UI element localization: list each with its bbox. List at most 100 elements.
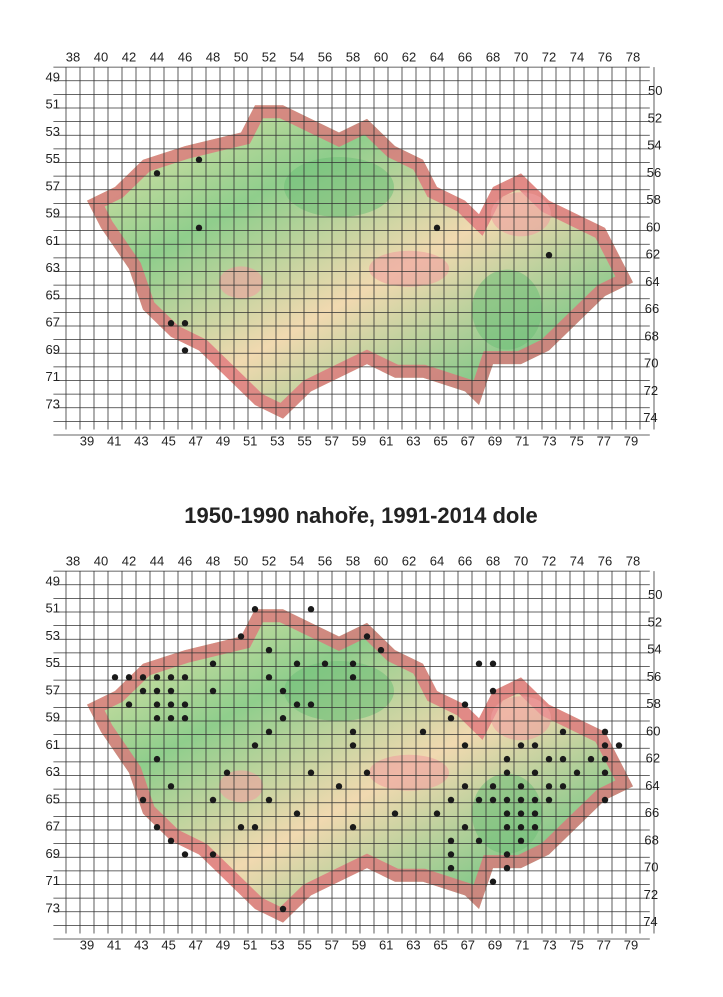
record bbox=[181, 320, 189, 327]
top-label: 50 bbox=[234, 553, 248, 568]
highland bbox=[369, 754, 449, 791]
record bbox=[293, 660, 301, 667]
record bbox=[587, 755, 595, 763]
record bbox=[153, 701, 161, 708]
right-label: 50 bbox=[648, 83, 662, 98]
top-label: 54 bbox=[290, 49, 304, 64]
record bbox=[251, 824, 259, 831]
record bbox=[433, 224, 441, 232]
top-label: 72 bbox=[542, 49, 556, 64]
left-label: 59 bbox=[46, 710, 60, 725]
right-label: 60 bbox=[646, 723, 660, 738]
record bbox=[139, 687, 147, 695]
record bbox=[461, 742, 469, 749]
top-label: 48 bbox=[206, 553, 220, 568]
right-label: 60 bbox=[646, 219, 660, 234]
bottom-label: 75 bbox=[569, 937, 583, 952]
left-label: 65 bbox=[46, 791, 60, 806]
record bbox=[321, 660, 329, 667]
record bbox=[209, 796, 217, 804]
record bbox=[349, 728, 357, 736]
top-label: 42 bbox=[122, 553, 136, 568]
bottom-label: 71 bbox=[515, 937, 529, 952]
bottom-label: 67 bbox=[461, 937, 475, 952]
top-label: 56 bbox=[318, 49, 332, 64]
record bbox=[167, 783, 175, 790]
left-label: 57 bbox=[46, 682, 60, 697]
right-label: 58 bbox=[646, 192, 660, 207]
record bbox=[377, 646, 385, 654]
left-label: 49 bbox=[46, 69, 60, 84]
record bbox=[181, 851, 189, 858]
record bbox=[601, 728, 609, 736]
record bbox=[195, 156, 203, 163]
bottom-label: 69 bbox=[488, 937, 502, 952]
bottom-label: 61 bbox=[379, 937, 393, 952]
left-label: 63 bbox=[46, 260, 60, 275]
left-label: 51 bbox=[46, 97, 60, 112]
map: 38 40 42 44 46 48 50 52 54 56 58 60 62 64 66 68 70 72 74 76… bbox=[46, 553, 663, 952]
bottom-label: 63 bbox=[406, 937, 420, 952]
left-label: 63 bbox=[46, 764, 60, 779]
top-label: 40 bbox=[94, 49, 108, 64]
record bbox=[503, 810, 511, 817]
record bbox=[265, 674, 273, 681]
top-label: 46 bbox=[178, 49, 192, 64]
record bbox=[545, 783, 553, 790]
record bbox=[363, 769, 371, 776]
record bbox=[265, 728, 273, 736]
left-label: 55 bbox=[46, 151, 60, 166]
record bbox=[461, 783, 469, 790]
record bbox=[503, 851, 511, 858]
record bbox=[139, 674, 147, 681]
record bbox=[461, 824, 469, 831]
bottom-label: 45 bbox=[161, 937, 175, 952]
record bbox=[503, 864, 511, 872]
record bbox=[181, 347, 189, 354]
record bbox=[419, 728, 427, 736]
record bbox=[125, 674, 133, 681]
right-label: 58 bbox=[646, 696, 660, 711]
bottom-label: 63 bbox=[406, 433, 420, 448]
top-label: 68 bbox=[486, 553, 500, 568]
bottom-label: 51 bbox=[243, 433, 257, 448]
record bbox=[559, 783, 567, 790]
bottom-label: 79 bbox=[624, 433, 638, 448]
left-label: 69 bbox=[46, 342, 60, 357]
record bbox=[265, 646, 273, 654]
left-label: 51 bbox=[46, 601, 60, 616]
record bbox=[517, 824, 525, 831]
lowland bbox=[284, 661, 394, 721]
bottom-label: 45 bbox=[161, 433, 175, 448]
record bbox=[531, 824, 539, 831]
left-label: 67 bbox=[46, 315, 60, 330]
top-label: 38 bbox=[66, 49, 80, 64]
record bbox=[559, 728, 567, 736]
bottom-label: 43 bbox=[134, 937, 148, 952]
record bbox=[517, 783, 525, 790]
bottom-label: 51 bbox=[243, 937, 257, 952]
left-label: 53 bbox=[46, 124, 60, 139]
record bbox=[573, 769, 581, 776]
bottom-label: 65 bbox=[433, 937, 447, 952]
right-label: 74 bbox=[643, 914, 657, 929]
record bbox=[489, 783, 497, 790]
top-label: 68 bbox=[486, 49, 500, 64]
bottom-label: 73 bbox=[542, 937, 556, 952]
top-label: 44 bbox=[150, 49, 164, 64]
top-label: 64 bbox=[430, 553, 444, 568]
right-label: 50 bbox=[648, 587, 662, 602]
record bbox=[475, 796, 483, 804]
right-label: 64 bbox=[645, 274, 659, 289]
bottom-label: 59 bbox=[352, 937, 366, 952]
left-label: 61 bbox=[46, 737, 60, 752]
top-label: 78 bbox=[626, 553, 640, 568]
record bbox=[153, 674, 161, 681]
record bbox=[153, 755, 161, 763]
left-label: 59 bbox=[46, 206, 60, 221]
bottom-label: 69 bbox=[488, 433, 502, 448]
right-label: 66 bbox=[645, 301, 659, 316]
record bbox=[517, 742, 525, 749]
bottom-label: 53 bbox=[270, 937, 284, 952]
bottom-label: 47 bbox=[189, 433, 203, 448]
